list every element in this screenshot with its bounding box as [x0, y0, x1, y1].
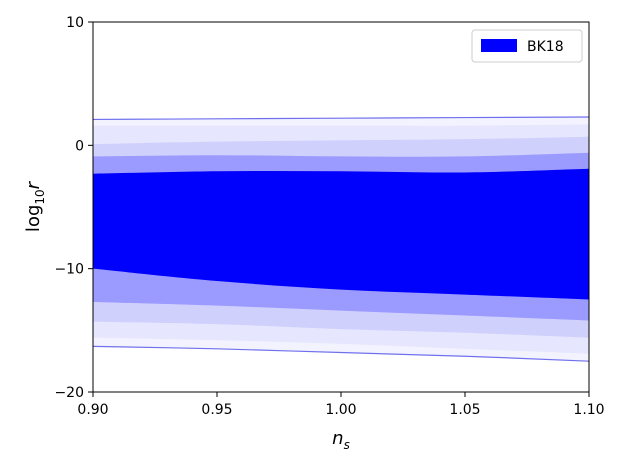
contour-lines [92, 116, 590, 362]
x-tick-label: 1.05 [449, 402, 480, 418]
x-tick-label: 1.10 [573, 402, 604, 418]
legend: BK18 [471, 29, 583, 63]
y-tick-label: 10 [66, 15, 84, 31]
confidence-bands [93, 116, 589, 362]
legend-swatch-bk18 [481, 39, 517, 52]
outer-contour-upper [92, 116, 590, 121]
legend-box [471, 29, 583, 63]
x-axis-ticks: 0.90 0.95 1.00 1.05 1.10 [77, 392, 605, 418]
legend-label-bk18: BK18 [527, 39, 564, 55]
y-axis-ticks: 10 0 −10 −20 [54, 15, 93, 401]
y-tick-label: 0 [75, 138, 84, 154]
y-tick-label: −10 [54, 262, 84, 278]
band-level-1 [93, 168, 589, 300]
outer-contour-lower [92, 345, 590, 362]
x-tick-label: 0.95 [201, 402, 232, 418]
y-tick-label: −20 [54, 385, 84, 401]
x-axis-label: ns [332, 428, 350, 452]
x-tick-label: 0.90 [77, 402, 108, 418]
x-tick-label: 1.00 [325, 402, 356, 418]
y-axis-label: log10r [23, 180, 47, 232]
